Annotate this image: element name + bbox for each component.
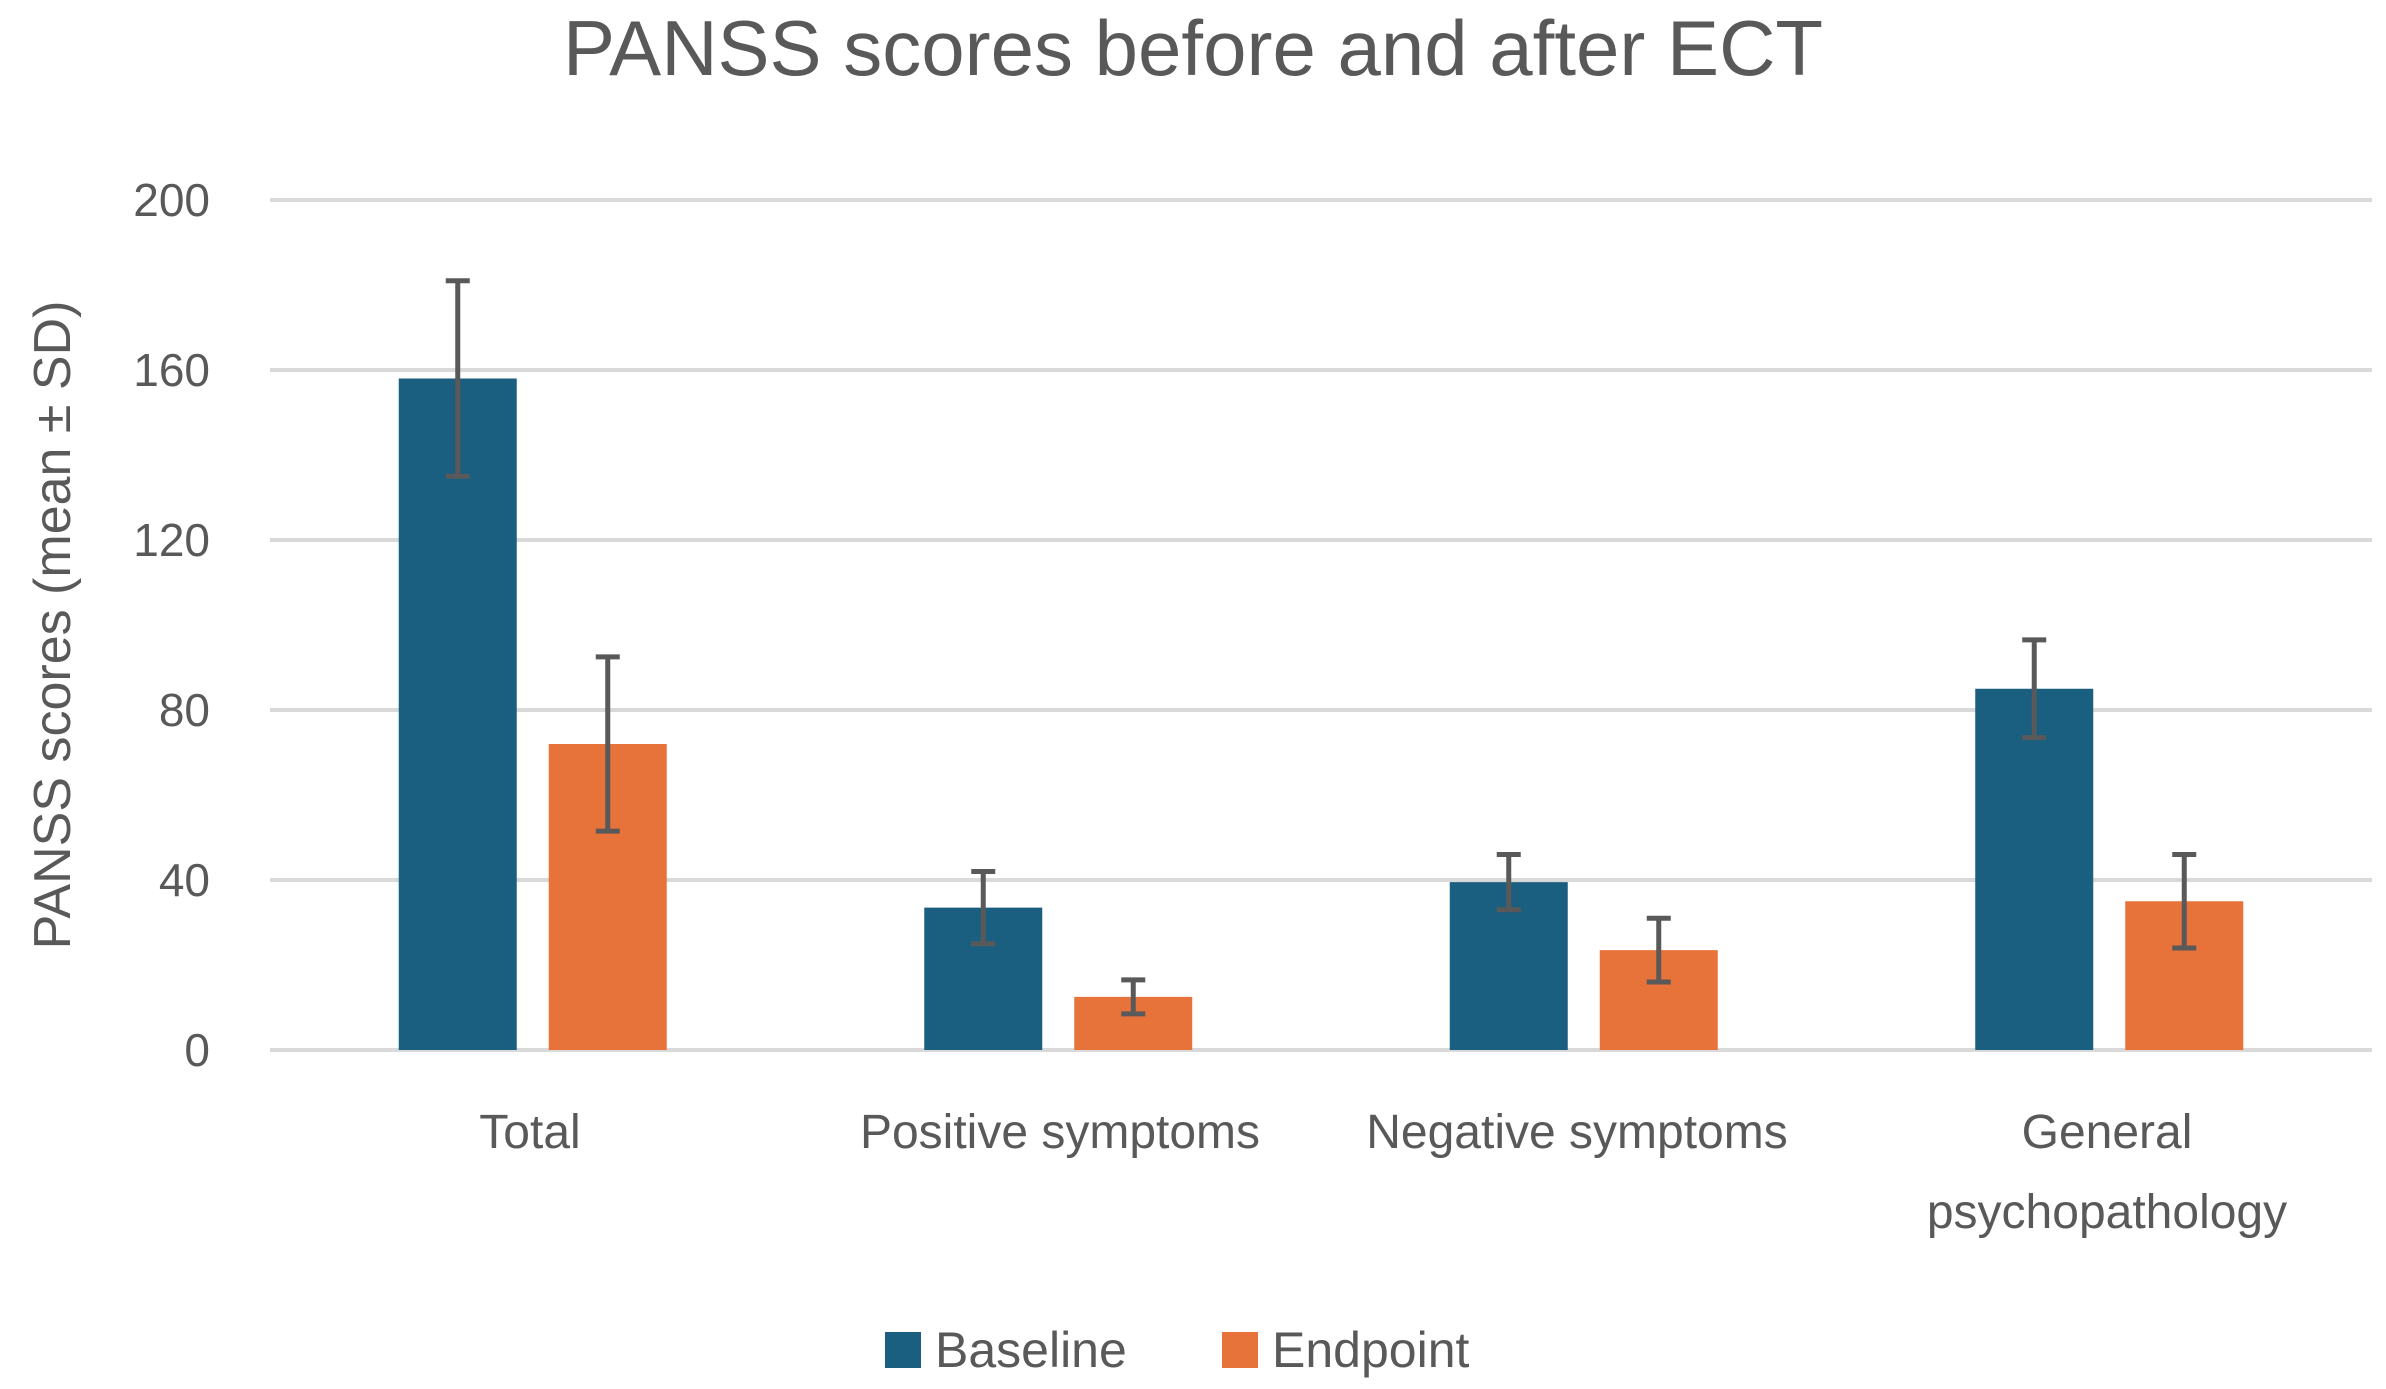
legend-swatch-endpoint xyxy=(1222,1332,1258,1368)
y-tick-label-80: 80 xyxy=(159,684,210,736)
error-bar-baseline-2 xyxy=(1496,852,1521,913)
bar-baseline-3 xyxy=(1975,688,2094,1050)
y-tick-label-200: 200 xyxy=(133,174,210,226)
error-bar-endpoint-0 xyxy=(595,654,620,834)
y-axis-label: PANSS scores (mean ± SD) xyxy=(24,301,82,950)
chart-title: PANSS scores before and after ECT xyxy=(563,4,1823,92)
y-tick-label-40: 40 xyxy=(159,854,210,906)
error-bar-baseline-0 xyxy=(445,278,470,479)
y-tick-label-0: 0 xyxy=(184,1024,210,1076)
legend-label-baseline: Baseline xyxy=(935,1322,1127,1378)
legend: Baseline Endpoint xyxy=(885,1322,1469,1378)
y-tick-label-160: 160 xyxy=(133,344,210,396)
y-tick-label-120: 120 xyxy=(133,514,210,566)
category-label-2: Negative symptoms xyxy=(1366,1106,1787,1159)
error-bar-baseline-1 xyxy=(971,869,996,947)
category-label-3-line-0: General xyxy=(2022,1106,2193,1159)
error-bar-endpoint-1 xyxy=(1121,977,1146,1017)
category-label-3-line-1: psychopathology xyxy=(1927,1186,2287,1239)
y-axis-ticks: 0 40 80 120 160 200 xyxy=(133,174,210,1076)
error-bar-endpoint-2 xyxy=(1646,915,1671,985)
category-label-1: Positive symptoms xyxy=(860,1106,1260,1159)
bar-baseline-0 xyxy=(398,378,517,1050)
error-bars xyxy=(445,278,2197,1017)
bars xyxy=(398,378,2244,1050)
legend-label-endpoint: Endpoint xyxy=(1272,1322,1469,1378)
x-axis-categories: Total Positive symptoms Negative symptoms G… xyxy=(479,1106,2287,1239)
category-label-0: Total xyxy=(479,1106,580,1159)
error-bar-baseline-3 xyxy=(2022,637,2047,741)
legend-swatch-baseline xyxy=(885,1332,921,1368)
error-bar-endpoint-3 xyxy=(2172,852,2197,951)
